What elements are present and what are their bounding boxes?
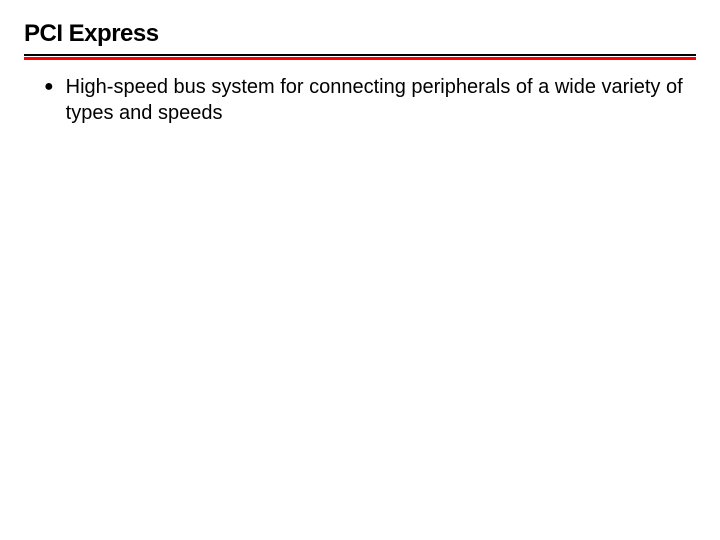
bullet-icon: ● <box>44 74 54 100</box>
slide-content: ● High-speed bus system for connecting p… <box>24 74 696 126</box>
bullet-item: ● High-speed bus system for connecting p… <box>44 74 696 126</box>
title-underline-black <box>24 54 696 56</box>
title-underline-red <box>24 57 696 60</box>
slide-container: PCI Express ● High-speed bus system for … <box>0 0 720 540</box>
slide-title: PCI Express <box>24 20 696 54</box>
bullet-text: High-speed bus system for connecting per… <box>66 74 696 126</box>
